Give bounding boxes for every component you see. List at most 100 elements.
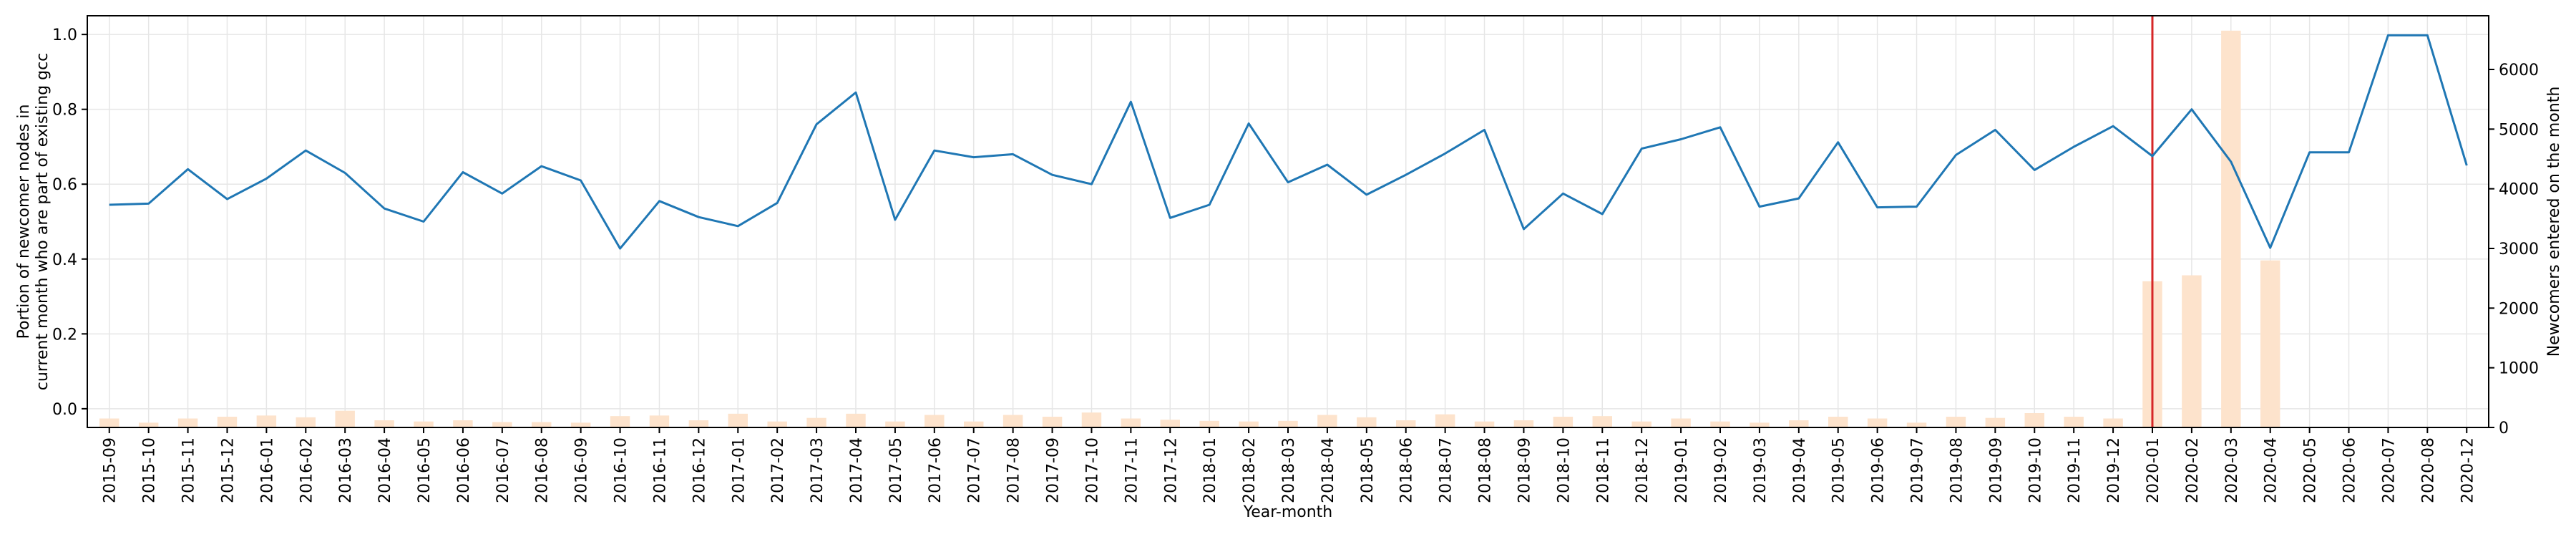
y-tick-label-right: 5000	[2499, 121, 2539, 139]
y-tick-label-right: 4000	[2499, 181, 2539, 199]
bar	[99, 418, 119, 427]
x-tick-label: 2019-03	[1752, 437, 1770, 503]
bar	[1553, 417, 1574, 427]
bar	[1671, 418, 1691, 427]
y-tick-label-right: 0	[2499, 420, 2509, 437]
x-tick-label: 2018-02	[1241, 437, 1259, 503]
bar	[2064, 417, 2084, 427]
x-tick-label: 2018-05	[1359, 437, 1377, 503]
x-tick-label: 2017-09	[1045, 437, 1063, 503]
bar	[2024, 413, 2044, 427]
bar	[2221, 30, 2241, 428]
x-tick-label: 2020-05	[2302, 437, 2320, 503]
bar	[767, 421, 787, 427]
x-tick-label: 2016-04	[376, 437, 394, 503]
bar	[296, 417, 316, 427]
y-tick-label-right: 6000	[2499, 62, 2539, 79]
bar	[492, 422, 512, 427]
x-tick-label: 2019-12	[2105, 437, 2123, 503]
x-tick-label: 2018-03	[1280, 437, 1298, 503]
y-tick-label-left: 0.2	[52, 326, 77, 344]
x-tick-label: 2016-11	[652, 437, 670, 503]
left-axis-title: Portion of newcomer nodes incurrent mont…	[15, 53, 52, 391]
bar	[1710, 421, 1730, 427]
x-tick-label: 2016-03	[337, 437, 355, 503]
x-tick-label: 2017-02	[769, 437, 787, 503]
bar	[532, 422, 552, 427]
bar	[846, 413, 866, 427]
bar	[2260, 260, 2280, 427]
x-tick-label: 2019-06	[1870, 437, 1888, 503]
bar	[1317, 415, 1337, 427]
x-tick-label: 2016-01	[258, 437, 276, 503]
x-tick-label: 2017-11	[1123, 437, 1141, 503]
x-axis-title: Year-month	[1243, 503, 1333, 521]
bar	[1002, 415, 1023, 427]
x-tick-label: 2017-08	[1005, 437, 1023, 503]
x-tick-label: 2018-12	[1634, 437, 1652, 503]
x-tick-label: 2020-06	[2341, 437, 2359, 503]
bar	[649, 415, 670, 427]
x-tick-label: 2018-08	[1477, 437, 1495, 503]
bar	[1474, 421, 1495, 427]
left-axis: 0.0 0.2 0.4 0.6 0.8 1.0	[52, 26, 87, 419]
x-tick-label: 2016-06	[455, 437, 473, 503]
x-tick-label: 2018-01	[1201, 437, 1219, 503]
x-tick-label: 2015-10	[141, 437, 159, 503]
x-tick-label: 2019-08	[1948, 437, 1966, 503]
bar	[1985, 417, 2006, 427]
bar	[728, 413, 748, 427]
x-tick-label: 2015-09	[102, 437, 119, 503]
y-tick-label-left: 0.6	[52, 176, 77, 194]
bar	[2182, 275, 2202, 427]
bar	[1946, 417, 1966, 427]
x-tick-label: 2020-07	[2380, 437, 2398, 503]
bar	[1513, 420, 1534, 427]
x-tick-label: 2017-10	[1084, 437, 1102, 503]
x-tick-label: 2015-11	[180, 437, 198, 503]
bar	[1042, 417, 1063, 427]
x-tick-label: 2017-01	[730, 437, 748, 503]
bar	[414, 421, 434, 427]
bar	[335, 410, 355, 427]
x-tick-label: 2020-04	[2263, 437, 2280, 503]
bar	[806, 417, 826, 427]
x-tick-label: 2018-09	[1516, 437, 1534, 503]
y-tick-label-right: 3000	[2499, 241, 2539, 258]
series-line	[109, 34, 2468, 250]
bar	[1239, 421, 1259, 427]
x-tick-label: 2016-10	[613, 437, 630, 503]
bar	[570, 422, 591, 427]
bar	[1081, 412, 1102, 427]
x-tick-label: 2019-02	[1712, 437, 1730, 503]
y-tick-label-left: 0.0	[52, 401, 77, 419]
bar	[688, 420, 709, 427]
x-tick-label: 2017-06	[927, 437, 945, 503]
x-tick-label: 2020-01	[2145, 437, 2162, 503]
bar	[885, 421, 905, 427]
x-tick-label: 2018-04	[1319, 437, 1337, 503]
x-tick-label: 2016-08	[534, 437, 552, 503]
x-tick-label: 2016-12	[691, 437, 708, 503]
x-tick-label: 2018-10	[1555, 437, 1573, 503]
bar	[256, 415, 277, 427]
bar	[374, 420, 394, 427]
x-tick-label: 2017-04	[848, 437, 866, 503]
y-tick-label-right: 2000	[2499, 300, 2539, 318]
bar	[1828, 417, 1848, 427]
line-series	[109, 34, 2468, 250]
y-tick-label-left: 0.4	[52, 251, 77, 269]
x-tick-label: 2016-07	[494, 437, 512, 503]
x-tick-label: 2017-12	[1162, 437, 1180, 503]
bar	[1867, 418, 1888, 427]
bar	[964, 421, 984, 427]
x-tick-label: 2015-12	[220, 437, 238, 503]
left-axis-title-line: Portion of newcomer nodes in	[15, 105, 33, 339]
right-axis: 0 1000 2000 3000 4000 5000 6000	[2489, 62, 2539, 437]
bar	[453, 420, 473, 427]
x-tick-label: 2019-01	[1673, 437, 1691, 503]
x-tick-label: 2017-03	[809, 437, 826, 503]
x-tick-label: 2016-05	[416, 437, 434, 503]
bar	[1278, 420, 1298, 427]
